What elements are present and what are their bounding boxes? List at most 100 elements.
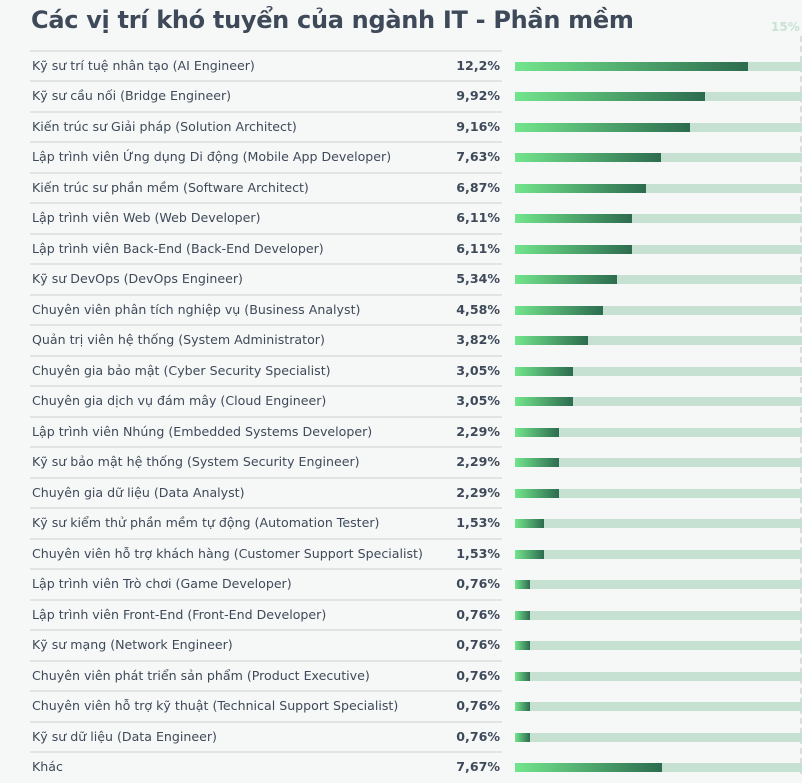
category-label: Chuyên viên phát triển sản phẩm (Product… — [32, 667, 370, 683]
value-label: 0,76% — [456, 606, 500, 622]
bar-track — [515, 122, 802, 132]
bar-track — [515, 702, 802, 712]
bar-track — [515, 671, 802, 681]
value-label: 1,53% — [456, 515, 500, 531]
chart-row: Kỹ sư mạng (Network Engineer) 0,76% — [30, 629, 502, 661]
value-label: 0,76% — [456, 667, 500, 683]
chart-title: Các vị trí khó tuyển của ngành IT - Phần… — [31, 6, 634, 34]
bar — [515, 610, 530, 620]
value-label: 9,92% — [456, 88, 500, 104]
chart-row: Kiến trúc sư phần mềm (Software Architec… — [30, 171, 502, 204]
category-label: Lập trình viên Ứng dụng Di động (Mobile … — [32, 149, 392, 165]
value-label: 12,2% — [456, 58, 500, 73]
chart-row: Lập trình viên Front-End (Front-End Deve… — [30, 598, 502, 631]
value-label: 2,29% — [456, 423, 500, 439]
bar-track — [515, 488, 802, 498]
chart-row: Lập trình viên Nhúng (Embedded Systems D… — [30, 415, 502, 448]
bar — [515, 305, 603, 315]
bar — [515, 671, 530, 681]
category-label: Kỹ sư bảo mật hệ thống (System Security … — [32, 454, 360, 470]
value-label: 3,05% — [456, 393, 500, 409]
category-label: Kỹ sư cầu nối (Bridge Engineer) — [32, 88, 232, 104]
bar — [515, 641, 530, 651]
chart-row: Lập trình viên Ứng dụng Di động (Mobile … — [30, 141, 502, 173]
category-label: Lập trình viên Trò chơi (Game Developer) — [32, 576, 292, 592]
value-label: 4,58% — [456, 301, 500, 317]
bar — [515, 153, 661, 163]
bar-track — [515, 92, 802, 102]
category-label: Lập trình viên Web (Web Developer) — [32, 210, 261, 226]
chart-row: Kỹ sư kiểm thử phần mềm tự động (Automat… — [30, 507, 502, 539]
bar-track — [515, 183, 802, 193]
value-label: 7,67% — [456, 759, 500, 775]
category-label: Kỹ sư mạng (Network Engineer) — [32, 637, 233, 653]
bar — [515, 214, 632, 224]
bar — [515, 366, 574, 376]
bar-track — [515, 305, 802, 315]
value-label: 7,63% — [456, 149, 500, 165]
chart-row: Chuyên viên phân tích nghiệp vụ (Busines… — [30, 293, 502, 326]
bar — [515, 397, 574, 407]
chart-row: Kỹ sư trí tuệ nhân tạo (AI Engineer) 12,2… — [30, 50, 502, 82]
value-label: 6,87% — [456, 179, 500, 195]
value-label: 3,05% — [456, 362, 500, 378]
chart-row: Chuyên gia bảo mật (Cyber Security Speci… — [30, 354, 502, 387]
category-label: Khác — [32, 759, 63, 775]
bar-track — [515, 336, 802, 346]
bar — [515, 183, 647, 193]
category-label: Chuyên gia dịch vụ đám mây (Cloud Engine… — [32, 393, 327, 409]
chart-row: Chuyên viên hỗ trợ khách hàng (Customer … — [30, 537, 502, 570]
chart-row: Kỹ sư dữ liệu (Data Engineer) 0,76% — [30, 720, 502, 753]
value-label: 5,34% — [456, 271, 500, 287]
bar-track — [515, 366, 802, 376]
bar-track — [515, 458, 802, 468]
bar-track — [515, 610, 802, 620]
chart-row: Lập trình viên Back-End (Back-End Develo… — [30, 232, 502, 265]
bar — [515, 62, 749, 71]
category-label: Chuyên gia bảo mật (Cyber Security Speci… — [32, 362, 331, 378]
chart-row: Lập trình viên Web (Web Developer) 6,11% — [30, 202, 502, 234]
value-label: 6,11% — [456, 240, 500, 256]
category-label: Chuyên viên phân tích nghiệp vụ (Busines… — [32, 301, 361, 317]
chart-row: Kỹ sư cầu nối (Bridge Engineer) 9,92% — [30, 80, 502, 112]
bar — [515, 122, 691, 132]
bar-track — [515, 763, 802, 773]
bar — [515, 732, 530, 742]
bar-track — [515, 580, 802, 590]
bar — [515, 244, 632, 254]
category-label: Kỹ sư dữ liệu (Data Engineer) — [32, 728, 217, 744]
value-label: 1,53% — [456, 545, 500, 561]
value-label: 0,76% — [456, 698, 500, 714]
bar — [515, 763, 662, 773]
value-label: 3,82% — [456, 332, 500, 348]
chart-row: Khác 7,67% — [30, 751, 502, 783]
bar — [515, 488, 559, 498]
bar-track — [515, 732, 802, 742]
category-label: Quản trị viên hệ thống (System Administr… — [32, 332, 325, 348]
bar — [515, 519, 545, 529]
chart-row: Chuyên gia dịch vụ đám mây (Cloud Engine… — [30, 385, 502, 417]
chart-row: Kiến trúc sư Giải pháp (Solution Archite… — [30, 110, 502, 143]
category-label: Chuyên viên hỗ trợ kỹ thuật (Technical S… — [32, 698, 399, 714]
value-label: 0,76% — [456, 637, 500, 653]
bar — [515, 275, 618, 285]
value-label: 0,76% — [456, 728, 500, 744]
category-label: Kỹ sư DevOps (DevOps Engineer) — [32, 271, 243, 287]
value-label: 2,29% — [456, 454, 500, 470]
category-label: Lập trình viên Nhúng (Embedded Systems D… — [32, 423, 373, 439]
chart-row: Quản trị viên hệ thống (System Administr… — [30, 324, 502, 356]
bar — [515, 92, 705, 102]
category-label: Chuyên viên hỗ trợ khách hàng (Customer … — [32, 545, 423, 561]
category-label: Kỹ sư kiểm thử phần mềm tự động (Automat… — [32, 515, 380, 531]
chart-row: Lập trình viên Trò chơi (Game Developer)… — [30, 568, 502, 600]
axis-max-label: 15% — [771, 20, 800, 34]
category-label: Kiến trúc sư Giải pháp (Solution Archite… — [32, 118, 297, 134]
category-label: Lập trình viên Back-End (Back-End Develo… — [32, 240, 324, 256]
category-label: Chuyên gia dữ liệu (Data Analyst) — [32, 484, 245, 500]
value-label: 2,29% — [456, 484, 500, 500]
bar-track — [515, 153, 802, 163]
bar — [515, 336, 589, 346]
chart-row: Kỹ sư bảo mật hệ thống (System Security … — [30, 446, 502, 478]
chart-row: Chuyên viên phát triển sản phẩm (Product… — [30, 659, 502, 692]
bar-track — [515, 427, 802, 437]
